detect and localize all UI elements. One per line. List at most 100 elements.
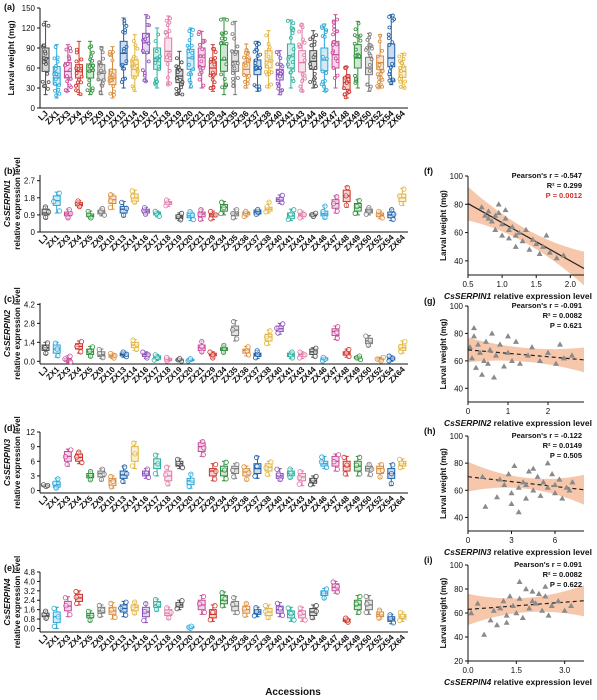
data-point	[43, 214, 49, 221]
box-ZX4	[74, 449, 85, 466]
data-point	[346, 353, 352, 360]
data-point	[56, 87, 61, 92]
data-point	[388, 65, 393, 70]
scatter-point	[482, 503, 489, 509]
box-ZX38	[263, 199, 273, 215]
data-point	[278, 91, 283, 96]
data-point	[245, 77, 250, 82]
data-point	[175, 456, 181, 462]
data-point	[79, 74, 84, 79]
box-ZX50	[364, 32, 374, 92]
box-ZX50	[363, 333, 373, 348]
data-point	[130, 604, 136, 610]
box-ZX18	[163, 15, 173, 87]
data-point	[274, 50, 279, 55]
data-point	[199, 59, 204, 64]
data-point	[74, 50, 79, 55]
box-ZX43	[297, 349, 308, 361]
data-point	[189, 33, 194, 37]
data-point	[402, 338, 408, 345]
box-ZX41	[286, 466, 295, 480]
box-LJ	[41, 340, 51, 356]
data-point	[153, 597, 159, 603]
data-point	[386, 36, 391, 41]
data-point	[87, 69, 92, 74]
data-point	[212, 476, 218, 482]
data-point	[390, 216, 396, 223]
box-ZX37	[252, 40, 263, 92]
data-point	[223, 37, 228, 41]
data-point	[230, 602, 236, 608]
data-point	[189, 43, 194, 48]
data-point	[74, 600, 80, 607]
data-point	[175, 213, 181, 220]
data-point	[332, 24, 337, 28]
data-point	[87, 82, 91, 87]
data-point	[156, 32, 161, 37]
data-point	[397, 77, 402, 81]
data-point	[53, 77, 58, 82]
box-ZX10	[108, 600, 118, 621]
data-point	[254, 65, 259, 70]
scatter-point	[491, 374, 497, 380]
box-ZX5	[85, 608, 95, 623]
data-point	[87, 348, 93, 354]
data-point	[243, 50, 248, 55]
data-point	[219, 36, 224, 41]
y-tick-label: 2.4	[24, 596, 36, 605]
data-point	[356, 197, 362, 204]
box-ZX3	[63, 207, 74, 221]
data-point	[366, 205, 372, 211]
x-axis-title-gene: CsSERPIN4	[444, 677, 492, 687]
scatter-point	[563, 484, 570, 490]
data-point	[97, 60, 102, 65]
panel-g-serpin2-correlation: (g) 40 60 80 100 0 1 2 Larval weight (mg) CsSERPI…	[424, 296, 592, 428]
box-ZX17	[152, 27, 162, 89]
y-tick-label: 4.0	[24, 577, 36, 586]
data-point	[235, 61, 240, 66]
data-point	[180, 80, 185, 84]
y-tick-label: 100	[450, 561, 464, 570]
data-point	[51, 605, 57, 611]
data-point	[67, 56, 72, 61]
data-point	[55, 476, 61, 482]
x-tick-label: 1.5	[531, 280, 543, 289]
data-point	[91, 63, 96, 68]
y-tick-label: 0.9	[24, 211, 36, 220]
box-ZX4	[74, 40, 84, 97]
scatter-point	[508, 490, 515, 496]
data-point	[334, 466, 340, 472]
data-point	[290, 53, 295, 58]
y-tick-label: 150	[22, 4, 36, 13]
scatter-point	[485, 215, 492, 221]
scatter-point	[544, 460, 551, 466]
data-point	[168, 81, 172, 86]
data-point	[219, 603, 225, 609]
data-point	[220, 85, 225, 90]
scatter-point	[561, 607, 568, 613]
data-point	[141, 205, 148, 211]
scatter-point	[488, 218, 495, 224]
regression-line	[467, 349, 585, 361]
box-ZX14	[129, 188, 139, 205]
data-point	[135, 69, 140, 74]
data-point	[90, 50, 95, 55]
data-point	[311, 35, 315, 39]
stat-p-value: P = 0.621	[550, 321, 582, 330]
data-point	[230, 49, 234, 54]
data-point	[65, 79, 70, 84]
box-ZX47	[330, 14, 340, 89]
box-ZX52	[375, 208, 385, 221]
data-point	[168, 609, 174, 616]
y-tick-label: 60	[26, 64, 35, 73]
data-point	[365, 82, 370, 87]
data-point	[353, 53, 358, 58]
scatter-point	[544, 484, 551, 490]
data-point	[397, 465, 403, 471]
data-point	[51, 480, 58, 486]
data-point	[120, 478, 126, 485]
data-point	[298, 84, 303, 89]
data-point	[264, 204, 270, 210]
data-point	[177, 88, 181, 93]
box-ZX54	[387, 462, 396, 487]
